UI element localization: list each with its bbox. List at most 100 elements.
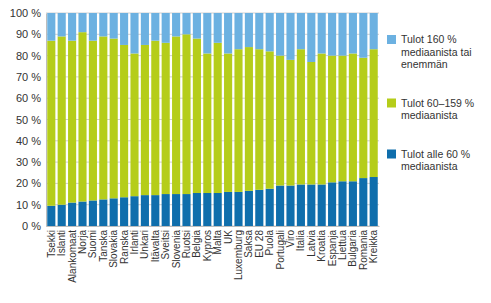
tick: Norja [77,226,88,254]
legend-item: Tulot 160 % mediaanista tai enemmän [387,33,475,70]
bar-segment [297,49,305,184]
bar-segment [141,45,149,195]
legend-label: Tulot 160 % mediaanista tai enemmän [401,33,475,70]
tick: 90 % [16,28,46,40]
bar-segment [47,206,55,226]
bar-segment [318,184,326,226]
bar-segment [78,32,86,201]
bar-segment [328,13,336,56]
tick-label: UK [223,230,234,244]
tick-label: Puola [264,230,275,256]
bar-segment [78,202,86,226]
bar-segment [58,205,66,226]
legend: Tulot 160 % mediaanista tai enemmän Tulot… [387,33,477,172]
legend-swatch [387,35,396,44]
bar-segment [162,13,170,43]
bar-segment [286,13,294,60]
bar-segment [120,45,128,197]
bar-segment [286,60,294,186]
tick: Kreikka [368,226,379,263]
bar-segment [141,195,149,226]
bar-segment [130,196,138,226]
bar-segment [234,192,242,226]
bar-segment [359,58,367,178]
tick-label: Alankomaat [67,230,78,283]
tick: EU 28 [254,226,265,258]
tick: 10 % [16,199,46,211]
tick: UK [223,226,234,244]
tick: Malta [212,226,223,254]
tick-label: Ranska [119,230,130,264]
tick: Unkari [139,226,150,259]
tick: 0 % [22,220,46,232]
legend-swatch [387,150,396,159]
bar-segment [110,198,118,226]
tick: 40 % [16,135,46,147]
series [47,13,378,62]
bar-segment [328,56,336,183]
bar-segment [318,53,326,184]
tick: Latvia [306,226,317,257]
tick: Islanti [56,226,67,256]
bar-segment [120,13,128,45]
bar-segment [58,36,66,204]
bars [47,13,378,226]
bar-segment [370,49,378,177]
bar-segment [255,49,263,190]
tick: 70 % [16,71,46,83]
grid [46,13,379,226]
bar-segment [162,194,170,226]
tick-label: 30 % [16,156,41,168]
tick: Kypros [202,226,213,261]
axis-line [46,14,47,227]
bar-segment [307,62,315,184]
tick-label: Kroatia [316,230,327,262]
bar-segment [370,177,378,226]
bar-segment [78,13,86,32]
tick: Italia [295,226,306,251]
bar-segment [338,13,346,56]
tick-label: Saksa [243,230,254,258]
tick-label: Irlanti [129,230,140,254]
bar-segment [193,39,201,193]
bar-segment [328,182,336,226]
tick-label: Unkari [139,230,150,259]
tick: Viro [285,226,296,248]
bar-segment [182,13,190,34]
tick-label: Bulgaria [347,230,358,267]
tick: 50 % [16,114,46,126]
tick: Ruotsi [181,226,192,258]
bar-segment [110,39,118,199]
bar-segment [68,13,76,41]
bar-segment [47,41,55,206]
tick-label: Suomi [87,230,98,258]
bar-segment [99,36,107,199]
tick: 20 % [16,177,46,189]
bar-segment [266,189,274,226]
bar-segment [193,13,201,39]
bar-segment [182,194,190,226]
axis-line [47,226,380,227]
tick-label: 40 % [16,135,41,147]
bar-segment [224,13,232,53]
tick-label: 0 % [22,220,41,232]
tick: Slovakia [108,226,119,268]
bar-segment [99,199,107,226]
tick: Sveitsi [160,226,171,259]
bar-segment [307,13,315,62]
bar-segment [151,41,159,195]
bar-segment [359,13,367,58]
tick-label: Espanja [327,230,338,267]
tick-label: 10 % [16,199,41,211]
bar-segment [203,53,211,193]
bar-segment [89,41,97,201]
tick-label: 60 % [16,92,41,104]
bar-segment [286,186,294,226]
bar-segment [224,53,232,191]
tick-label: Kypros [202,230,213,261]
bar-segment [162,43,170,194]
tick-label: Viro [285,230,296,248]
legend-item: Tulot 60–159 % mediaanista [387,97,477,122]
tick-label: Italia [295,230,306,252]
bar-segment [172,13,180,36]
